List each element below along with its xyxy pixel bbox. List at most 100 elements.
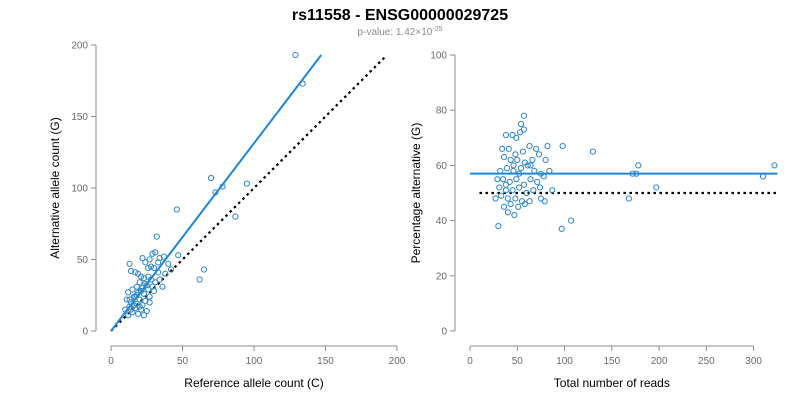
right-data-point xyxy=(635,162,642,169)
right-data-point xyxy=(512,195,519,202)
left-data-point xyxy=(149,283,156,290)
right-data-point xyxy=(505,145,512,152)
right-data-point xyxy=(494,176,501,183)
left-data-point xyxy=(140,312,147,319)
left-data-point xyxy=(146,293,153,300)
left-x-tick-label: 0 xyxy=(108,356,114,367)
left-data-point xyxy=(129,286,136,293)
right-x-tick-label: 0 xyxy=(467,356,473,367)
left-data-point xyxy=(167,266,175,273)
left-y-tick-label: 0 xyxy=(82,327,88,338)
left-data-point xyxy=(156,254,163,262)
left-data-point xyxy=(136,296,143,303)
right-data-point xyxy=(498,192,505,199)
right-data-point xyxy=(544,142,551,150)
right-data-point xyxy=(516,170,523,177)
right-data-point xyxy=(633,170,640,177)
right-data-point xyxy=(520,181,527,188)
right-data-point xyxy=(515,203,522,210)
right-data-point xyxy=(759,173,767,180)
left-x-tick-label: 100 xyxy=(246,356,263,367)
left-data-point xyxy=(208,174,215,182)
left-data-point xyxy=(140,274,147,282)
right-data-point xyxy=(520,112,527,119)
right-x-tick-label: 250 xyxy=(698,356,715,367)
right-data-point xyxy=(629,170,636,177)
left-data-point xyxy=(162,270,169,277)
right-data-point xyxy=(495,223,502,230)
right-y-tick-label: 0 xyxy=(441,327,447,338)
right-data-point xyxy=(541,198,548,205)
left-data-point xyxy=(196,276,203,283)
right-data-point xyxy=(527,176,534,183)
left-data-point xyxy=(153,233,160,240)
right-data-point xyxy=(559,142,566,150)
left-data-point xyxy=(175,252,182,259)
right-data-point xyxy=(542,156,549,163)
left-data-point xyxy=(219,183,226,190)
left-data-point xyxy=(133,283,140,290)
right-y-tick-label: 60 xyxy=(436,161,448,172)
right-x-tick-label: 150 xyxy=(603,356,620,367)
right-data-point xyxy=(589,148,597,155)
right-data-point xyxy=(533,145,540,152)
left-data-point xyxy=(130,302,137,309)
right-data-point xyxy=(492,195,499,202)
right-y-axis-title: Percentage alternative (G) xyxy=(409,123,423,264)
right-data-point xyxy=(526,198,533,205)
p-value-exponent: -25 xyxy=(432,26,442,33)
right-data-point xyxy=(500,203,508,210)
right-data-point xyxy=(529,156,536,163)
percentage-alternative-scatter-plot: 0 50 100 150 200 250 300 Total number of reads 0… xyxy=(409,51,778,390)
right-data-point xyxy=(519,148,527,155)
p-value-text: p-value: 1.42×10 xyxy=(358,27,433,38)
left-data-point xyxy=(139,254,146,262)
right-data-point xyxy=(771,162,778,169)
right-data-point xyxy=(531,167,538,175)
left-y-axis-title: Alternative allele count (G) xyxy=(48,117,62,258)
right-data-point xyxy=(509,187,516,194)
right-data-point xyxy=(526,142,533,150)
left-data-point xyxy=(136,303,143,310)
right-data-point xyxy=(530,187,537,194)
left-data-point xyxy=(135,310,142,317)
right-data-point xyxy=(497,167,504,175)
left-data-point xyxy=(147,263,155,270)
right-data-point xyxy=(558,225,565,232)
right-x-axis-title: Total number of reads xyxy=(554,376,670,390)
right-data-point xyxy=(513,134,520,141)
left-data-point xyxy=(125,289,132,296)
left-data-point xyxy=(145,286,152,293)
right-y-tick-label: 100 xyxy=(430,51,447,62)
right-data-point xyxy=(496,184,503,191)
right-data-point xyxy=(536,184,544,191)
left-data-point xyxy=(165,260,172,267)
right-y-tick-label: 20 xyxy=(436,271,448,282)
chart-title: rs11558 - ENSG00000029725 xyxy=(292,7,508,24)
right-data-point xyxy=(499,176,507,183)
right-data-point xyxy=(507,156,514,163)
left-fit-line xyxy=(110,54,323,332)
left-x-tick-label: 150 xyxy=(317,356,334,367)
right-y-tick-label: 40 xyxy=(436,216,448,227)
right-data-point xyxy=(546,167,553,175)
p-value-subtitle: p-value: 1.42×10-25 xyxy=(358,26,443,38)
right-data-point xyxy=(534,178,541,186)
right-data-point xyxy=(524,162,531,169)
left-data-point xyxy=(136,279,143,286)
right-data-point xyxy=(502,131,510,139)
left-data-point xyxy=(142,259,149,266)
right-x-tick-label: 300 xyxy=(745,356,762,367)
right-data-point xyxy=(625,195,632,202)
left-y-tick-label: 200 xyxy=(71,41,88,52)
left-data-point xyxy=(123,296,130,303)
left-data-point xyxy=(159,283,166,290)
right-data-point xyxy=(504,209,511,216)
left-x-tick-label: 50 xyxy=(177,356,189,367)
right-data-point xyxy=(523,189,530,197)
right-data-point xyxy=(500,154,508,161)
right-data-point xyxy=(514,156,521,163)
right-x-tick-label: 50 xyxy=(512,356,524,367)
left-data-point xyxy=(152,279,159,286)
